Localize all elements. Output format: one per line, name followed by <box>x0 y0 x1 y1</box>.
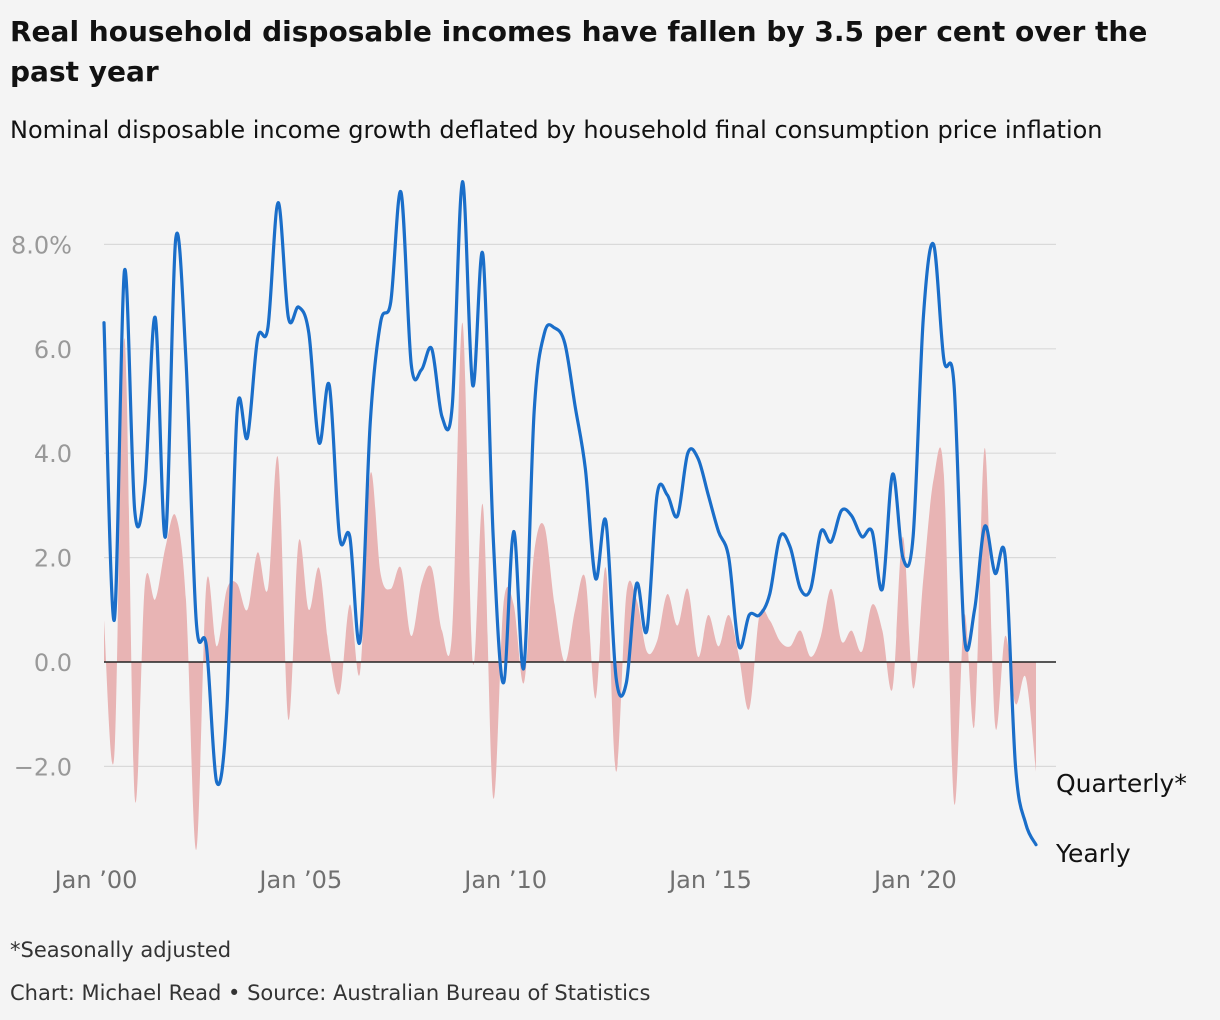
y-tick-label: 6.0 <box>34 336 72 364</box>
x-tick-label: Jan ’10 <box>462 866 547 894</box>
y-tick-label: 2.0 <box>34 545 72 573</box>
y-tick-label: 0.0 <box>34 649 72 677</box>
footnote: *Seasonally adjusted <box>10 938 232 962</box>
series-labels: Quarterly* Yearly <box>1055 769 1187 868</box>
income-growth-chart: −2.00.02.04.06.08.0% Jan ’00 Jan ’05 Jan ’… <box>11 180 1187 894</box>
gridlines <box>104 243 1056 768</box>
chart-title: Real household disposable incomes have f… <box>10 15 1148 88</box>
y-tick-label: 8.0% <box>11 231 72 259</box>
x-tick-label: Jan ’15 <box>667 866 752 894</box>
yearly-line <box>102 180 1038 847</box>
y-tick-label: 4.0 <box>34 440 72 468</box>
yearly-series-label: Yearly <box>1055 839 1131 868</box>
yearly-line-layer <box>102 180 1038 847</box>
x-tick-label: Jan ’20 <box>872 866 957 894</box>
x-tick-label: Jan ’05 <box>257 866 342 894</box>
quarterly-area <box>104 322 1036 850</box>
y-tick-label: −2.0 <box>14 753 72 781</box>
quarterly-series-label: Quarterly* <box>1056 769 1187 798</box>
x-axis-ticks: Jan ’00 Jan ’05 Jan ’10 Jan ’15 Jan ’20 <box>53 866 957 894</box>
x-tick-label: Jan ’00 <box>53 866 138 894</box>
chart-subtitle: Nominal disposable income growth deflate… <box>10 116 1103 144</box>
source-credit: Chart: Michael Read • Source: Australian… <box>10 981 651 1005</box>
quarterly-area-layer <box>104 322 1036 850</box>
y-axis-ticks: −2.0 0.0 2.0 4.0 6.0 8.0% <box>11 231 72 781</box>
